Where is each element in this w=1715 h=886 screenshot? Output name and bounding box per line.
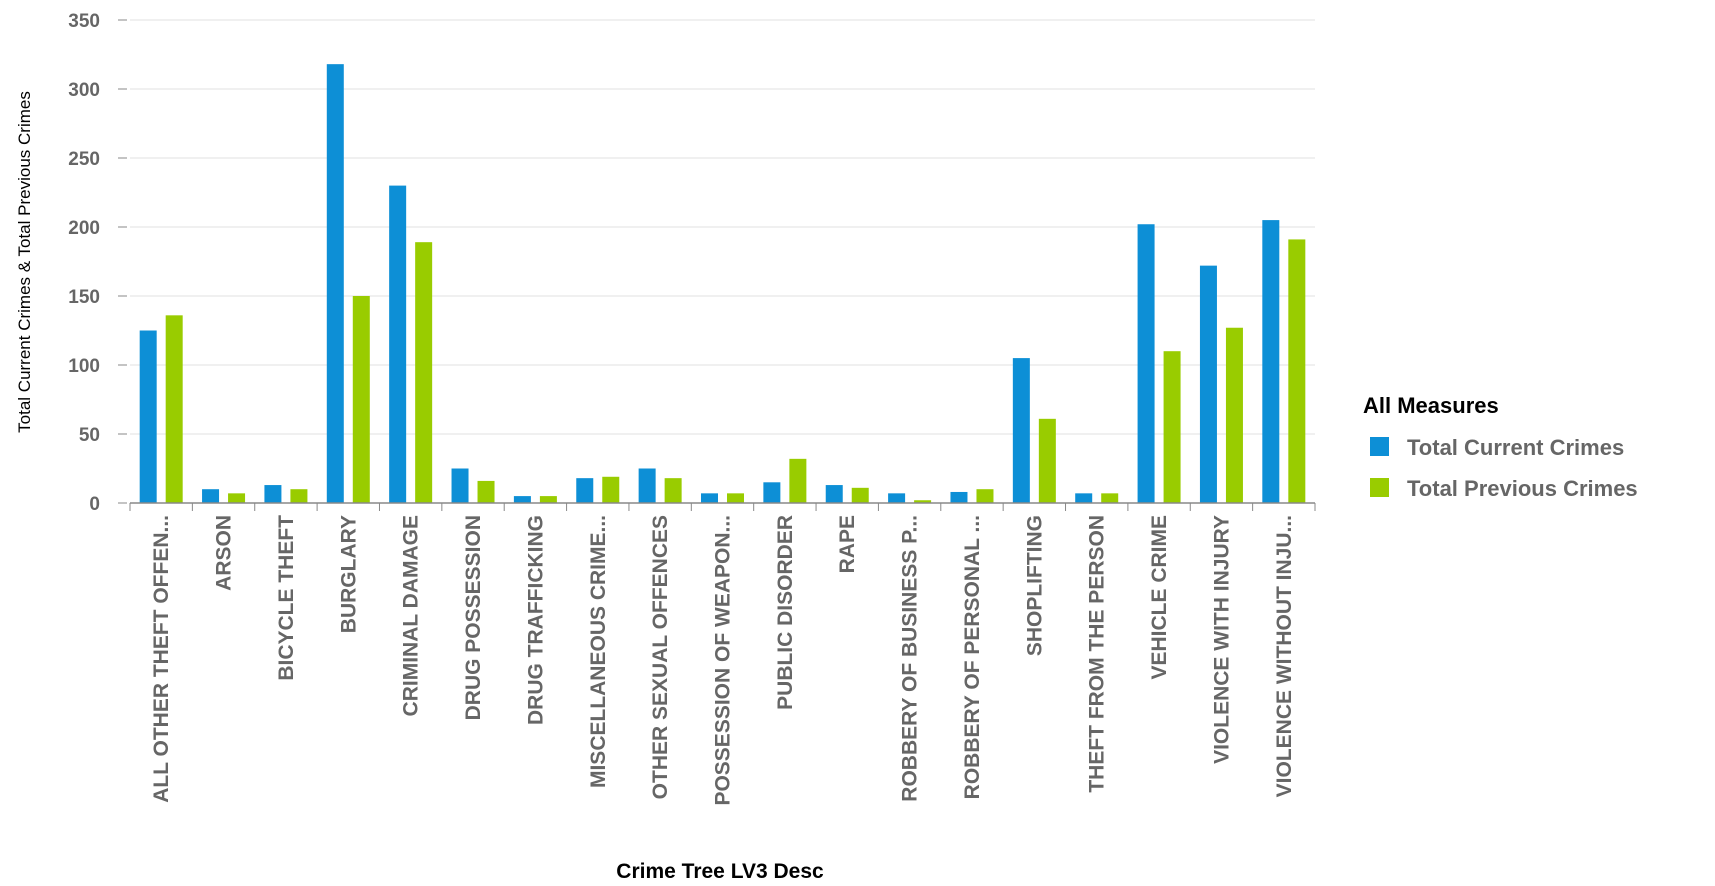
- bar-previous: [477, 480, 495, 503]
- bar-previous: [1101, 493, 1119, 503]
- x-category-label: RAPE: [836, 515, 859, 573]
- legend-title: All Measures: [1363, 393, 1499, 418]
- bar-current: [326, 64, 344, 503]
- x-category-label: BURGLARY: [337, 515, 360, 633]
- y-tick-label: 250: [68, 149, 100, 170]
- bar-previous: [914, 500, 932, 503]
- x-category-label: THEFT FROM THE PERSON: [1086, 515, 1109, 793]
- bar-current: [1137, 224, 1155, 504]
- x-category-label: OTHER SEXUAL OFFENCES: [649, 515, 672, 799]
- bar-previous: [228, 493, 246, 503]
- y-tick-label: 0: [89, 494, 100, 515]
- legend: All Measures Total Current Crimes Total P…: [1363, 393, 1638, 501]
- bar-previous: [976, 489, 994, 503]
- legend-swatch: [1370, 437, 1389, 456]
- bar-current: [451, 468, 469, 503]
- y-axis: 0 50 100 150 200 250 300 350: [68, 11, 127, 515]
- x-category-label: VIOLENCE WITH INJURY: [1210, 515, 1233, 764]
- y-tick-label: 150: [68, 287, 100, 308]
- bar-previous: [602, 476, 620, 503]
- bar-previous: [1038, 418, 1056, 503]
- x-category-label: ARSON: [213, 515, 236, 591]
- x-category-label: ROBBERY OF BUSINESS P...: [899, 515, 922, 802]
- x-category-label: SHOPLIFTING: [1023, 515, 1046, 656]
- bar-current: [888, 493, 906, 503]
- x-category-label: DRUG POSSESSION: [462, 515, 485, 720]
- x-category-label: ALL OTHER THEFT OFFEN...: [150, 515, 173, 803]
- bar-previous: [165, 315, 183, 503]
- legend-item-label: Total Previous Crimes: [1407, 476, 1638, 501]
- x-axis-title: Crime Tree LV3 Desc: [616, 860, 824, 883]
- bar-current: [513, 496, 531, 503]
- bar-current: [139, 330, 157, 503]
- y-tick-label: 50: [79, 425, 100, 446]
- y-tick-label: 100: [68, 356, 100, 377]
- y-tick-label: 200: [68, 218, 100, 239]
- bar-current: [389, 185, 407, 503]
- y-tick-label: 350: [68, 11, 100, 32]
- bar-current: [1199, 265, 1217, 503]
- legend-swatch: [1370, 478, 1389, 497]
- legend-item-label: Total Current Crimes: [1407, 435, 1624, 460]
- x-category-label: CRIMINAL DAMAGE: [400, 515, 423, 716]
- x-category-label: PUBLIC DISORDER: [774, 515, 797, 710]
- x-category-label: POSSESSION OF WEAPON...: [712, 515, 735, 806]
- bar-current: [825, 485, 843, 503]
- x-category-label: BICYCLE THEFT: [275, 515, 298, 681]
- bar-current: [1012, 358, 1030, 503]
- x-axis: ALL OTHER THEFT OFFEN... ARSON BICYCLE THE…: [129, 502, 1316, 806]
- bar-current: [1075, 493, 1093, 503]
- bar-current: [576, 478, 594, 503]
- bar-previous: [1225, 327, 1243, 503]
- bar-previous: [539, 496, 557, 503]
- x-category-label: VEHICLE CRIME: [1148, 515, 1171, 680]
- bar-current: [264, 485, 282, 503]
- bar-current: [950, 491, 968, 503]
- bar-previous: [352, 296, 370, 503]
- x-category-label: ROBBERY OF PERSONAL ...: [961, 515, 984, 799]
- bars: [139, 64, 1306, 504]
- bar-previous: [415, 242, 433, 503]
- bar-previous: [664, 478, 682, 503]
- bar-current: [763, 482, 781, 503]
- x-category-label: MISCELLANEOUS CRIME...: [587, 515, 610, 788]
- bar-current: [701, 493, 718, 503]
- bar-previous: [727, 493, 744, 503]
- bar-previous: [1163, 351, 1181, 503]
- bar-current: [202, 489, 220, 503]
- x-category-label: VIOLENCE WITHOUT INJU...: [1273, 515, 1296, 797]
- y-axis-title: Total Current Crimes & Total Previous Cr…: [15, 91, 34, 433]
- bar-previous: [789, 458, 807, 503]
- grid-lines: [130, 19, 1315, 435]
- bar-current: [638, 468, 656, 503]
- y-tick-label: 300: [68, 80, 100, 101]
- bar-previous: [851, 487, 869, 503]
- bar-previous: [1288, 239, 1306, 504]
- bar-current: [1262, 220, 1280, 503]
- bar-previous: [290, 489, 308, 503]
- x-category-label: DRUG TRAFFICKING: [524, 515, 547, 725]
